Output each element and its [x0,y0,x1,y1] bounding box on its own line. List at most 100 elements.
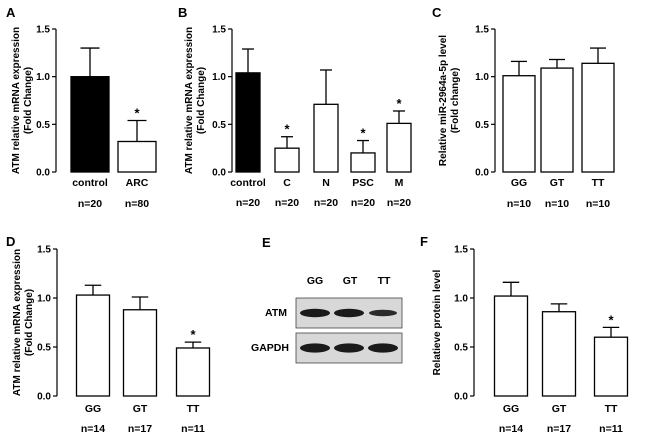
y-tick-label: 1.0 [36,72,50,83]
y-tick-label: 0.0 [212,168,226,179]
x-tick-label: TT [187,403,200,415]
bar-control [70,76,110,173]
y-tick-label: 1.5 [454,245,468,256]
y-axis-label: (Fold Change) [196,67,207,134]
bar-GT [122,309,158,397]
blot-column-GG: GG [307,275,323,287]
x-tick-label: M [395,177,404,189]
y-tick-label: 0.0 [37,392,51,403]
y-axis-label: ATM relative mRNA expression [184,27,195,174]
significance-star: * [190,327,196,342]
bar-GG [502,75,536,173]
bar-C [274,147,300,173]
sample-size-label: n=20 [236,197,260,209]
y-tick-label: 1.5 [37,245,51,256]
y-tick-label: 0.0 [475,168,489,179]
x-tick-label: GT [550,177,565,189]
sample-size-label: n=10 [586,198,610,210]
y-axis-label: (Fold Change) [24,289,35,356]
sample-size-label: n=20 [387,197,411,209]
y-tick-label: 1.0 [212,72,226,83]
blot-row-ATM: ATM [265,307,287,319]
chart-panel-A: A 0.0 0.5 1.0 1.5 ATM relative mRNA expressio… [6,5,157,210]
chart-panel-B: B 0.0 0.5 1.0 1.5 ATM relative mRNA expressio… [178,5,412,209]
blot-row-GAPDH: GAPDH [251,342,289,354]
sample-size-label: n=17 [128,423,152,435]
panel-label-E: E [262,235,271,250]
y-tick-label: 0.5 [212,120,226,131]
x-tick-label: PSC [352,177,374,189]
panel-label-F: F [420,234,428,249]
x-tick-label: GT [552,403,567,415]
blot-band-atm-gg [300,308,330,318]
sample-size-label: n=20 [78,198,102,210]
sample-size-label: n=17 [547,423,571,435]
y-axis-label: (Fold change) [450,68,461,134]
panel-label-A: A [6,5,16,20]
significance-star: * [360,126,366,141]
bar-control [235,72,261,173]
bar-GT [541,311,577,397]
blot-column-TT: TT [378,275,391,287]
chart-panel-D: D 0.0 0.5 1.0 1.5 ATM relative mRNA expressio… [6,234,211,435]
x-tick-label: TT [605,403,618,415]
x-tick-label: GG [85,403,101,415]
bar-GG [493,295,529,397]
y-axis-label: ATM relative mRNA expression [12,249,23,396]
x-tick-label: N [322,177,330,189]
blot-band-gapdh-tt [368,343,398,353]
blot-band-atm-tt [369,309,397,317]
y-tick-label: 0.0 [454,392,468,403]
sample-size-label: n=20 [351,197,375,209]
sample-size-label: n=80 [125,198,149,210]
x-tick-label: control [72,177,108,189]
sample-size-label: n=10 [507,198,531,210]
bar-TT [175,347,211,397]
sample-size-label: n=14 [499,423,523,435]
x-tick-label: TT [592,177,605,189]
y-axis-label: ATM relative mRNA expression [11,27,22,174]
blot-column-GT: GT [343,275,358,287]
y-tick-label: 0.5 [475,120,489,131]
bar-N [313,103,339,173]
y-tick-label: 1.0 [37,294,51,305]
significance-star: * [608,312,614,327]
significance-star: * [284,122,290,137]
y-tick-label: 0.0 [36,168,50,179]
sample-size-label: n=14 [81,423,105,435]
sample-size-label: n=10 [545,198,569,210]
y-tick-label: 1.0 [454,294,468,305]
sample-size-label: n=11 [599,423,623,435]
significance-star: * [134,106,140,121]
bar-TT [581,62,615,173]
bar-GG [75,294,111,397]
y-tick-label: 1.5 [475,25,489,36]
y-tick-label: 1.5 [36,25,50,36]
significance-star: * [396,96,402,111]
y-axis-label: (Fold Change) [23,67,34,134]
x-tick-label: GG [511,177,527,189]
panel-label-D: D [6,234,15,249]
x-tick-label: GG [503,403,519,415]
y-tick-label: 0.5 [454,343,468,354]
sample-size-label: n=11 [181,423,205,435]
bar-M [386,122,412,173]
blot-band-atm-gt [334,308,364,318]
sample-size-label: n=20 [314,197,338,209]
bar-GT [540,67,574,173]
bar-ARC [117,140,157,173]
x-tick-label: ARC [126,177,149,189]
panel-label-C: C [432,5,442,20]
y-tick-label: 1.0 [475,72,489,83]
blot-band-gapdh-gg [300,343,330,353]
bar-PSC [350,152,376,173]
blot-band-gapdh-gt [334,343,364,353]
bar-TT [593,336,629,397]
chart-panel-C: C 0.0 0.5 1.0 1.5 Relative miR-2964a-5p level… [432,5,615,210]
x-tick-label: GT [133,403,148,415]
western-blot-panel: E GG GT TT ATM GAPDH [251,235,403,364]
y-tick-label: 0.5 [37,343,51,354]
y-tick-label: 1.5 [212,25,226,36]
y-axis-label: Relatieve protein level [432,269,443,375]
